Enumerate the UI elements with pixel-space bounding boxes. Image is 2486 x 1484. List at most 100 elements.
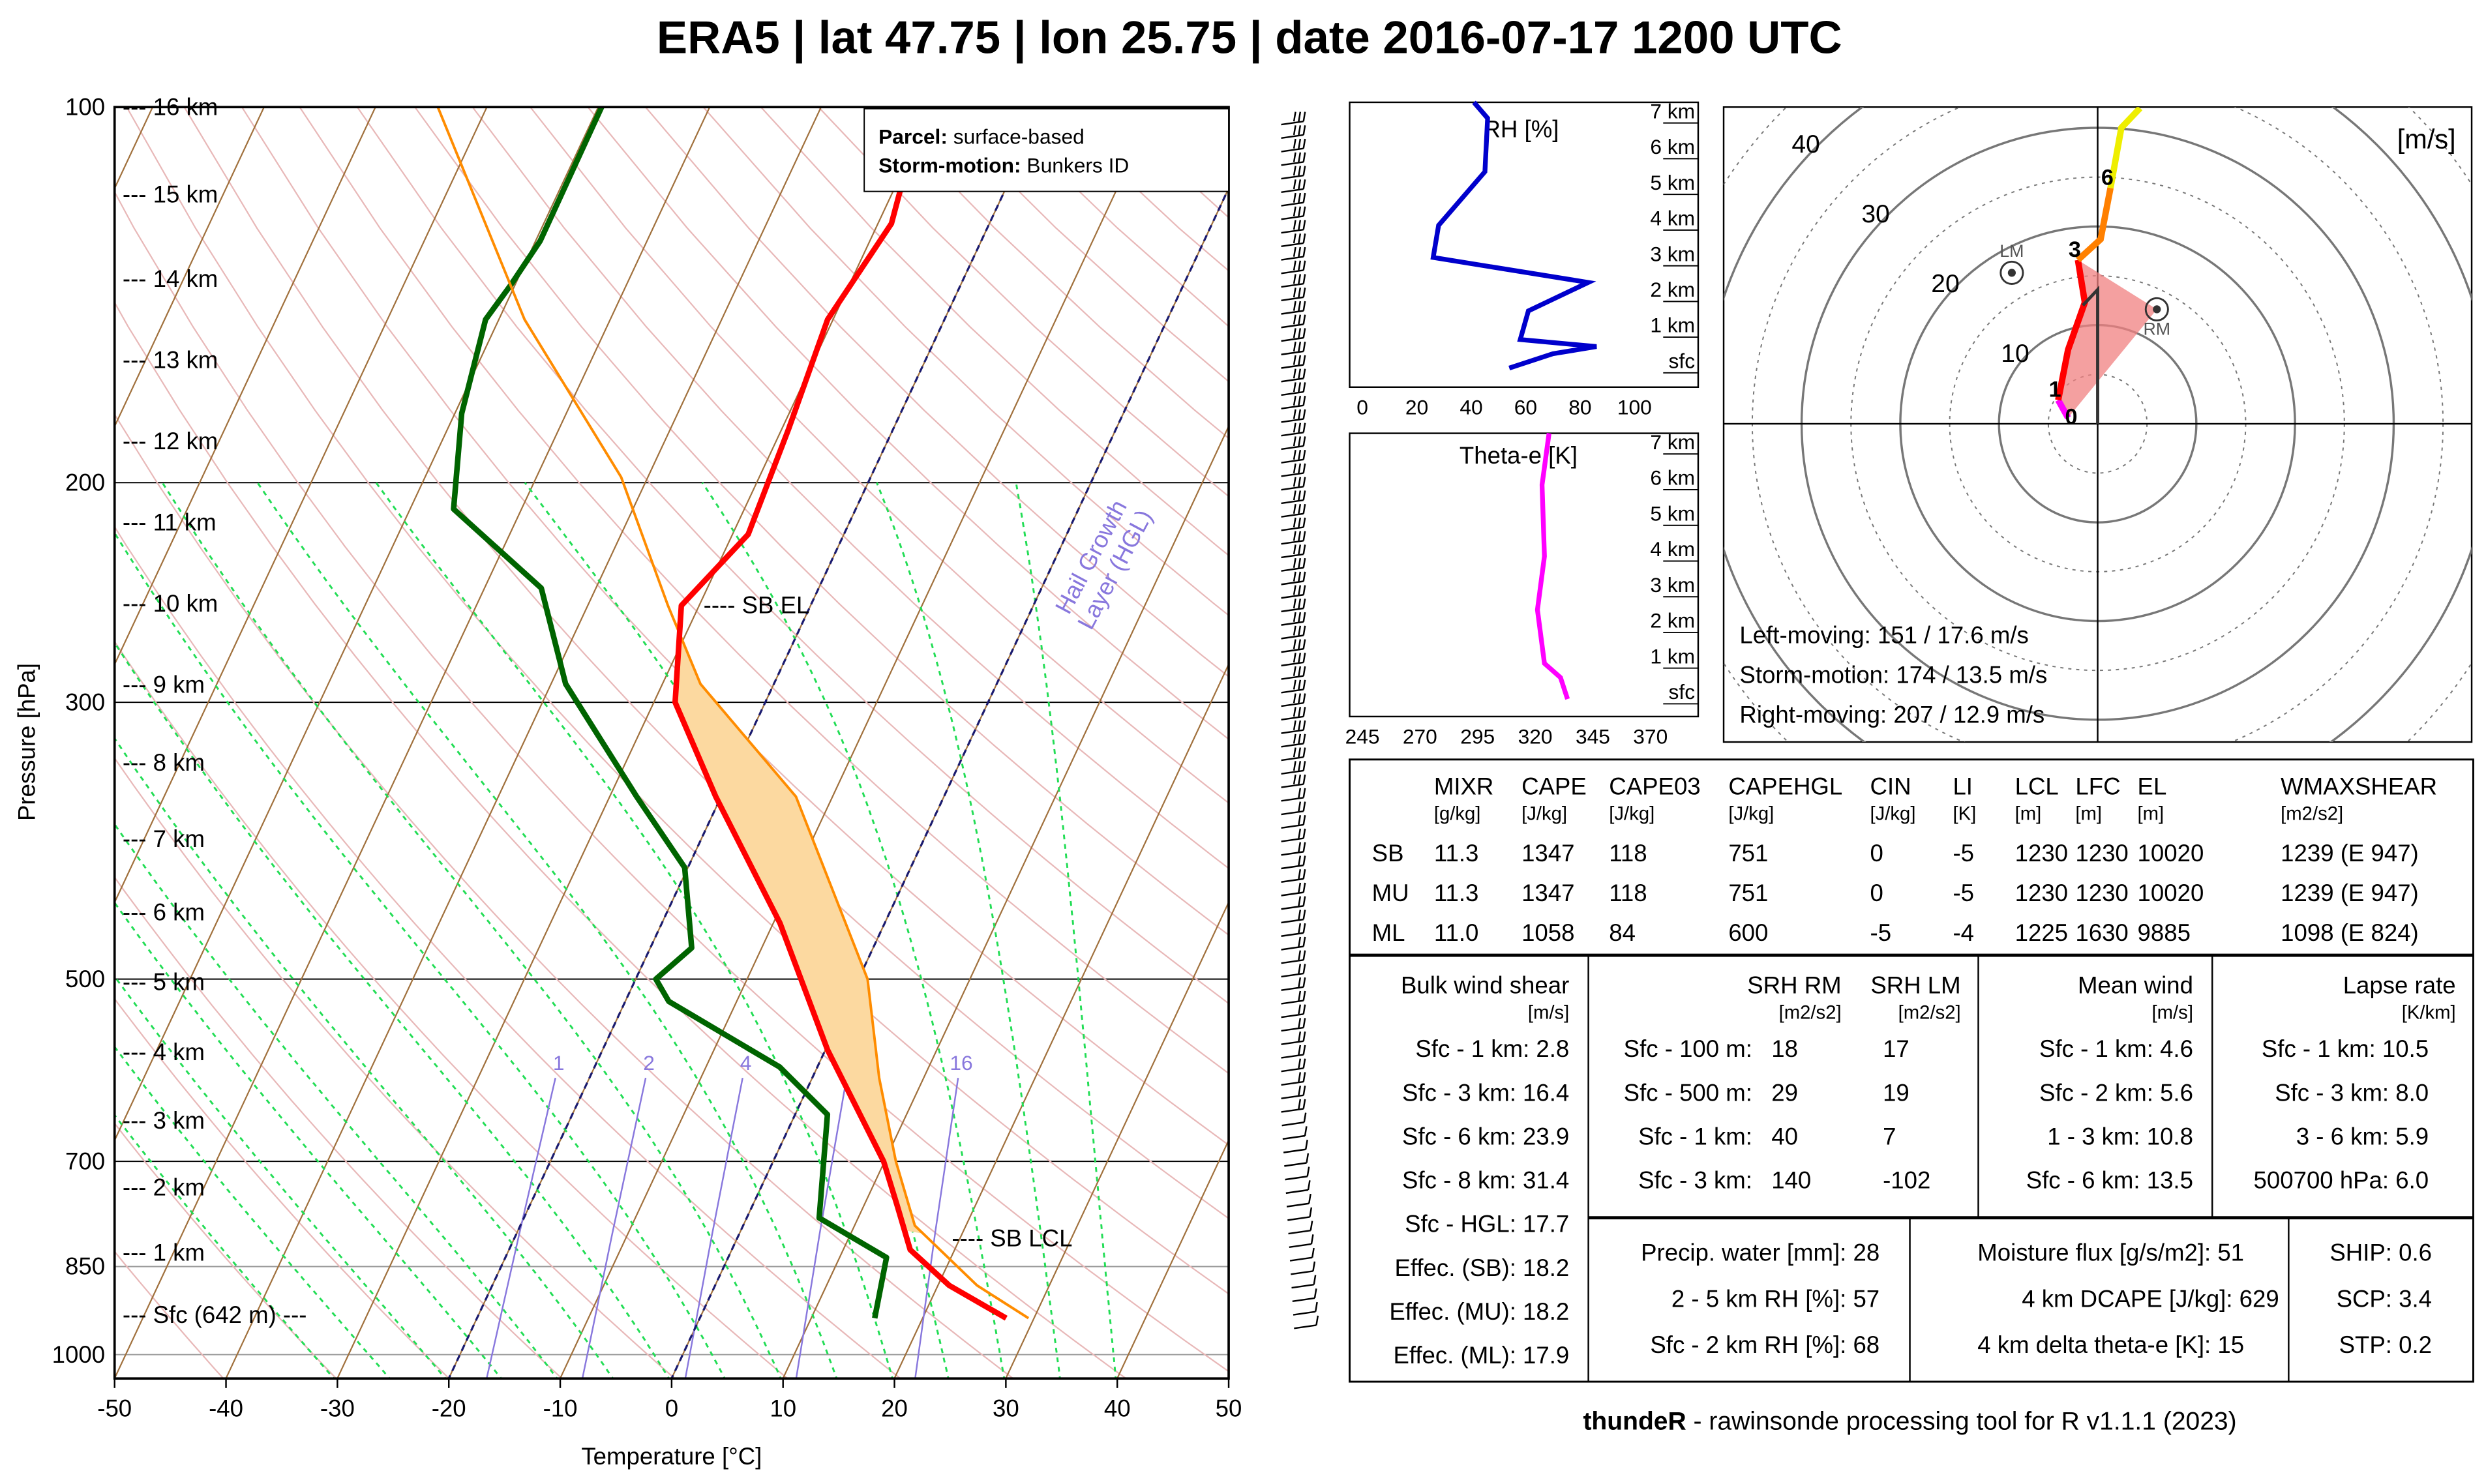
wind-barb	[1281, 1013, 1304, 1018]
wind-barb	[1281, 1080, 1304, 1086]
wind-barb	[1281, 458, 1304, 464]
lapse-rate-row: 3 - 6 km: 5.9	[2296, 1123, 2429, 1150]
wind-barb-flag	[1298, 274, 1302, 284]
param-column-header: WMAXSHEAR	[2281, 773, 2437, 800]
lapse-rate-row: 500700 hPa: 6.0	[2254, 1167, 2429, 1194]
wind-barb-flag	[1298, 801, 1302, 812]
wind-barb-flag	[1293, 166, 1296, 176]
pressure-tick-label: 300	[65, 689, 105, 715]
wind-barb-flag	[1302, 288, 1306, 298]
wind-barb	[1281, 1094, 1304, 1099]
mean-wind-title: Mean wind	[2078, 972, 2193, 999]
bulk-shear-unit: [m/s]	[1528, 1002, 1569, 1024]
wind-barb-flag	[1293, 192, 1296, 203]
rm-marker-dot	[2153, 305, 2161, 314]
wind-barb	[1281, 242, 1304, 248]
param-value: 1347	[1521, 840, 1574, 867]
hodograph-line	[2055, 398, 2071, 420]
mixing-ratio-label: 4	[740, 1051, 752, 1075]
param-column-unit: [J/kg]	[1870, 803, 1916, 825]
wind-barb	[1281, 837, 1304, 842]
dry-adiabat-line	[299, 107, 1229, 1075]
x-tick-label: 245	[1345, 724, 1380, 748]
wind-barb	[1281, 621, 1304, 626]
param-value: 118	[1609, 840, 1647, 867]
param-value: 1058	[1521, 919, 1574, 946]
srh-lm-value: 19	[1883, 1079, 1909, 1106]
wind-barb-flag	[1293, 707, 1296, 717]
wind-barb-flag	[1302, 625, 1306, 636]
param-value: 1230	[2075, 840, 2128, 867]
wind-barb-flag	[1293, 693, 1296, 704]
height-label: --- 8 km	[123, 749, 205, 776]
ring-label: 10	[2001, 340, 2029, 368]
pressure-tick-label: 100	[65, 93, 105, 120]
rh-title: RH [%]	[1484, 116, 1559, 143]
wind-barb-flag	[1302, 1099, 1306, 1109]
param-value: 84	[1609, 919, 1636, 946]
wind-barb	[1281, 553, 1304, 559]
x-tick-label: 30	[993, 1395, 1019, 1422]
isotherm-line	[114, 107, 265, 428]
moist-adiabat-line	[114, 641, 670, 1379]
mixing-ratio-line	[581, 1077, 647, 1379]
wind-barb-flag	[1313, 1275, 1317, 1285]
wind-barb-flag	[1308, 1193, 1311, 1204]
pressure-tick-label: 700	[65, 1148, 105, 1174]
wind-barb-flag	[1298, 707, 1302, 717]
wind-barb-flag	[1302, 1045, 1306, 1055]
x-tick-label: 270	[1403, 724, 1437, 748]
skewt-x-axis-label: Temperature [°C]	[581, 1443, 762, 1470]
param-column-unit: [m]	[2075, 803, 2102, 825]
param-value: 11.3	[1434, 880, 1479, 906]
moisture-row: Sfc - 2 km RH [%]: 68	[1650, 1331, 1879, 1358]
wind-barb-flag	[1293, 734, 1296, 744]
wind-barb-flag	[1302, 220, 1306, 230]
wind-barb-flag	[1302, 179, 1306, 190]
isotherm-line	[337, 107, 933, 1379]
footer-brand: thundeR	[1583, 1407, 1686, 1435]
wind-barb	[1288, 1230, 1311, 1235]
sb-el-annotation: ---- SB EL	[704, 591, 810, 618]
height-label: sfc	[1669, 349, 1696, 372]
wind-barb	[1281, 756, 1304, 762]
wind-barb-flag	[1298, 842, 1302, 852]
wind-barb	[1281, 526, 1304, 531]
wind-barb-flag	[1302, 1018, 1306, 1028]
wind-barb-flag	[1302, 531, 1306, 541]
param-column-header: CAPE03	[1609, 773, 1700, 800]
wind-barb-flag	[1298, 368, 1302, 379]
wind-barb-flag	[1302, 463, 1306, 473]
wind-barb-flag	[1302, 1004, 1306, 1015]
param-column-header: CAPEHGL	[1728, 773, 1842, 800]
param-column-unit: [m2/s2]	[2281, 803, 2343, 825]
wind-barb-flag	[1302, 612, 1306, 622]
wind-barb	[1281, 864, 1304, 870]
wind-barb-flag	[1298, 220, 1302, 230]
wind-barb	[1281, 824, 1304, 829]
wind-barb-flag	[1298, 639, 1302, 649]
param-value: 1239 (E 947)	[2281, 840, 2419, 867]
wind-barb	[1281, 729, 1304, 734]
wind-barb-flag	[1298, 869, 1302, 880]
wind-barb-flag	[1314, 1301, 1318, 1312]
wind-barb-flag	[1302, 828, 1306, 838]
bulk-shear-row: Effec. (MU): 18.2	[1389, 1298, 1569, 1325]
wind-barb-flag	[1298, 761, 1302, 771]
wind-barb-flag	[1293, 342, 1296, 352]
x-tick-label: 320	[1518, 724, 1553, 748]
height-label: --- 1 km	[123, 1239, 205, 1266]
dry-adiabat-line	[114, 301, 1128, 1379]
temperature-line	[672, 107, 1008, 1321]
wind-barb-flag	[1293, 301, 1296, 311]
wind-barb-flag	[1298, 423, 1302, 433]
wind-barb-flag	[1298, 923, 1302, 934]
param-value: 1239 (E 947)	[2281, 880, 2419, 906]
wind-barb-flag	[1298, 1085, 1302, 1095]
wind-barb-flag	[1293, 409, 1296, 419]
param-value: -4	[1953, 919, 1974, 946]
wind-barb	[1281, 1054, 1304, 1059]
wind-barb	[1287, 1216, 1310, 1221]
mixing-ratio-label: 16	[950, 1051, 972, 1075]
